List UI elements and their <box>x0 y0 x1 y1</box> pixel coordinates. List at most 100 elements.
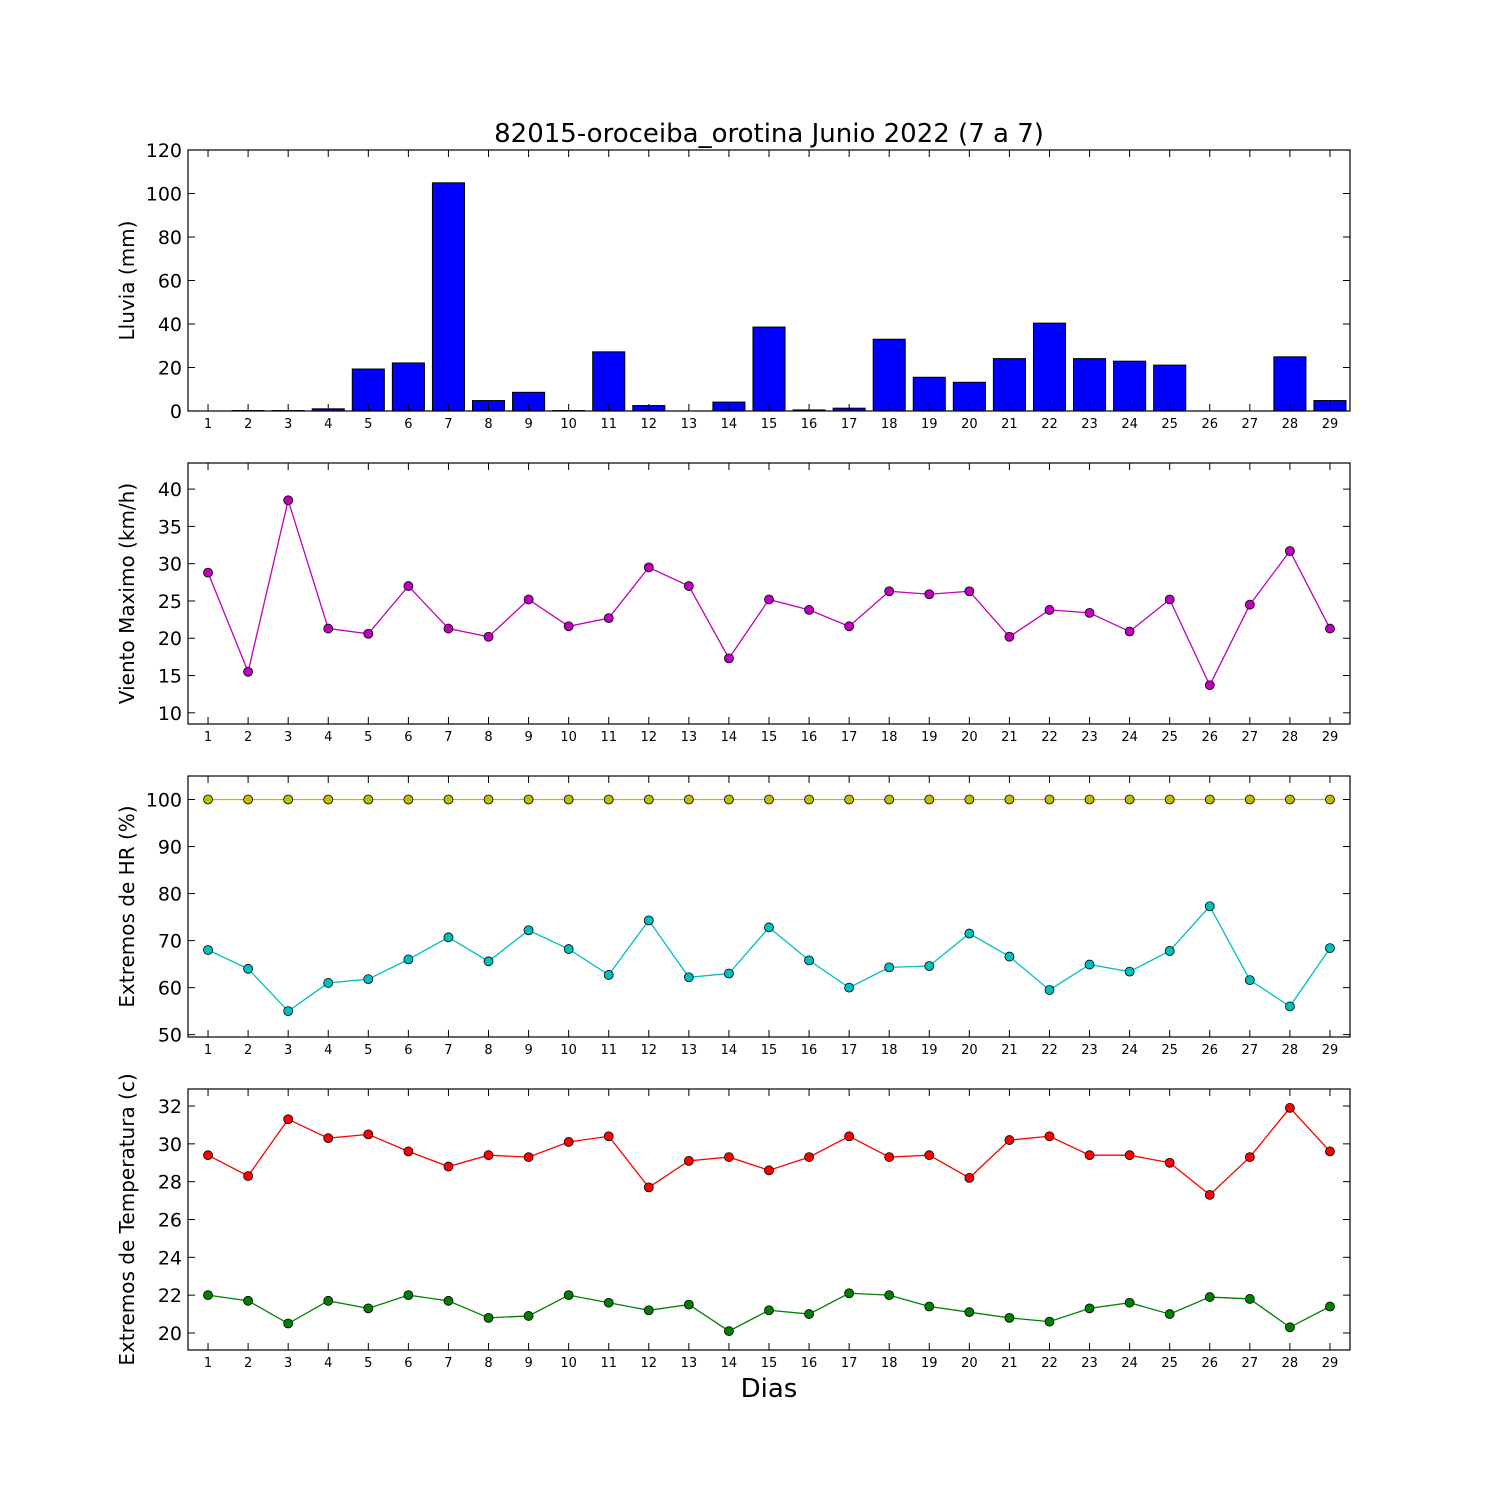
x-tick-label: 14 <box>721 1356 738 1371</box>
series-2-point-day-21 <box>1004 951 1015 962</box>
x-tick-label: 12 <box>641 1356 658 1371</box>
bar-day-22 <box>1032 322 1067 412</box>
x-tick-label: 27 <box>1242 730 1259 745</box>
x-tick-label: 4 <box>324 1356 332 1371</box>
x-tick-label: 28 <box>1282 730 1299 745</box>
x-tick-label: 17 <box>841 730 858 745</box>
x-tick-label: 5 <box>364 1043 372 1058</box>
series-1-point-day-11 <box>603 1131 614 1142</box>
y-axis-label: Viento Maximo (km/h) <box>115 483 139 704</box>
x-tick-label: 4 <box>324 417 332 432</box>
x-tick-label: 27 <box>1242 1356 1259 1371</box>
series-1-point-day-7 <box>443 1161 454 1172</box>
x-tick-label: 12 <box>641 1043 658 1058</box>
x-tick-label: 9 <box>524 1043 532 1058</box>
series-2-point-day-22 <box>1044 985 1055 995</box>
x-tick-label: 8 <box>484 1356 492 1371</box>
x-tick-label: 6 <box>404 1356 412 1371</box>
series-2-point-day-24 <box>1124 966 1135 977</box>
chart-title: 82015-oroceiba_orotina Junio 2022 (7 a 7… <box>494 119 1044 149</box>
series-1-point-day-2 <box>243 1171 254 1181</box>
series-2-point-day-26 <box>1204 1292 1215 1302</box>
series-2-point-day-21 <box>1004 1312 1015 1323</box>
series-1-point-day-13 <box>683 1155 694 1166</box>
series-1-point-day-23 <box>1084 1150 1095 1161</box>
series-1-point-day-6 <box>403 1146 414 1157</box>
series-2-point-day-15 <box>764 1305 774 1316</box>
x-tick-label: 22 <box>1041 1356 1058 1371</box>
x-tick-label: 16 <box>801 417 818 432</box>
series-2-point-day-23 <box>1084 959 1095 970</box>
series-2-point-day-12 <box>643 915 654 926</box>
series-1-point-day-10 <box>563 1137 574 1147</box>
series-1-point-day-25 <box>1164 794 1175 805</box>
x-tick-label: 10 <box>560 730 577 745</box>
series-1-point-day-17 <box>844 794 855 805</box>
series-2-point-day-18 <box>884 962 895 973</box>
series-1-point-day-18 <box>884 794 895 805</box>
y-tick-label: 90 <box>158 837 182 859</box>
bar-day-24 <box>1113 360 1147 412</box>
x-tick-label: 28 <box>1282 1356 1299 1371</box>
x-tick-label: 22 <box>1041 730 1058 745</box>
x-tick-label: 15 <box>761 417 778 432</box>
series-2-point-day-29 <box>1325 943 1335 954</box>
x-tick-label: 12 <box>641 417 658 432</box>
bar-day-7 <box>431 182 465 412</box>
bar-day-21 <box>992 358 1026 412</box>
series-1-point-day-13 <box>683 794 694 805</box>
x-tick-label: 6 <box>404 417 412 432</box>
series-1-point-day-2 <box>243 666 254 677</box>
x-tick-label: 29 <box>1322 730 1339 745</box>
x-tick-label: 22 <box>1041 417 1058 432</box>
x-tick-label: 13 <box>681 1356 698 1371</box>
x-tick-label: 3 <box>284 730 292 745</box>
series-2-point-day-8 <box>483 1312 494 1323</box>
x-tick-label: 18 <box>881 417 898 432</box>
series-1-point-day-28 <box>1285 546 1295 556</box>
x-tick-label: 4 <box>324 730 332 745</box>
series-2-point-day-12 <box>643 1305 654 1316</box>
x-tick-label: 26 <box>1201 1043 1218 1058</box>
bar-day-18 <box>872 338 906 412</box>
y-tick-label: 20 <box>158 628 182 650</box>
x-tick-label: 16 <box>801 730 818 745</box>
series-1-point-day-21 <box>1004 794 1015 805</box>
y-tick-label: 80 <box>158 884 182 906</box>
y-axis-label: Lluvia (mm) <box>115 221 139 341</box>
series-1-point-day-19 <box>924 1150 935 1161</box>
x-tick-label: 14 <box>721 730 738 745</box>
x-tick-label: 29 <box>1322 417 1339 432</box>
series-1-point-day-11 <box>603 794 614 805</box>
series-1-point-day-12 <box>643 562 654 573</box>
series-1-point-day-23 <box>1084 794 1095 805</box>
x-tick-label: 26 <box>1201 417 1218 432</box>
series-1-point-day-1 <box>203 1150 213 1161</box>
series-2-point-day-7 <box>443 1295 454 1306</box>
series-1-point-day-8 <box>483 794 494 805</box>
x-tick-label: 3 <box>284 417 292 432</box>
x-tick-label: 27 <box>1242 417 1259 432</box>
x-tick-label: 26 <box>1201 1356 1218 1371</box>
x-tick-label: 11 <box>600 1356 617 1371</box>
x-tick-label: 10 <box>560 1043 577 1058</box>
series-1-point-day-7 <box>443 623 454 634</box>
series-1-point-day-14 <box>724 653 734 664</box>
y-tick-label: 15 <box>158 666 182 688</box>
x-tick-label: 8 <box>484 1043 492 1058</box>
x-axis-label: Dias <box>741 1374 798 1404</box>
series-1-point-day-10 <box>563 621 574 632</box>
y-tick-label: 30 <box>158 554 182 576</box>
series-1-point-day-7 <box>443 794 454 805</box>
series-2-point-day-5 <box>363 974 374 985</box>
y-tick-label: 0 <box>170 401 182 423</box>
series-1-point-day-29 <box>1325 623 1335 634</box>
y-tick-label: 60 <box>158 271 182 293</box>
y-tick-label: 25 <box>158 591 182 613</box>
x-tick-label: 6 <box>404 1043 412 1058</box>
series-1-point-day-14 <box>724 794 734 805</box>
x-tick-label: 27 <box>1242 1043 1259 1058</box>
x-tick-label: 21 <box>1001 1043 1018 1058</box>
series-2-point-day-11 <box>603 1297 614 1308</box>
